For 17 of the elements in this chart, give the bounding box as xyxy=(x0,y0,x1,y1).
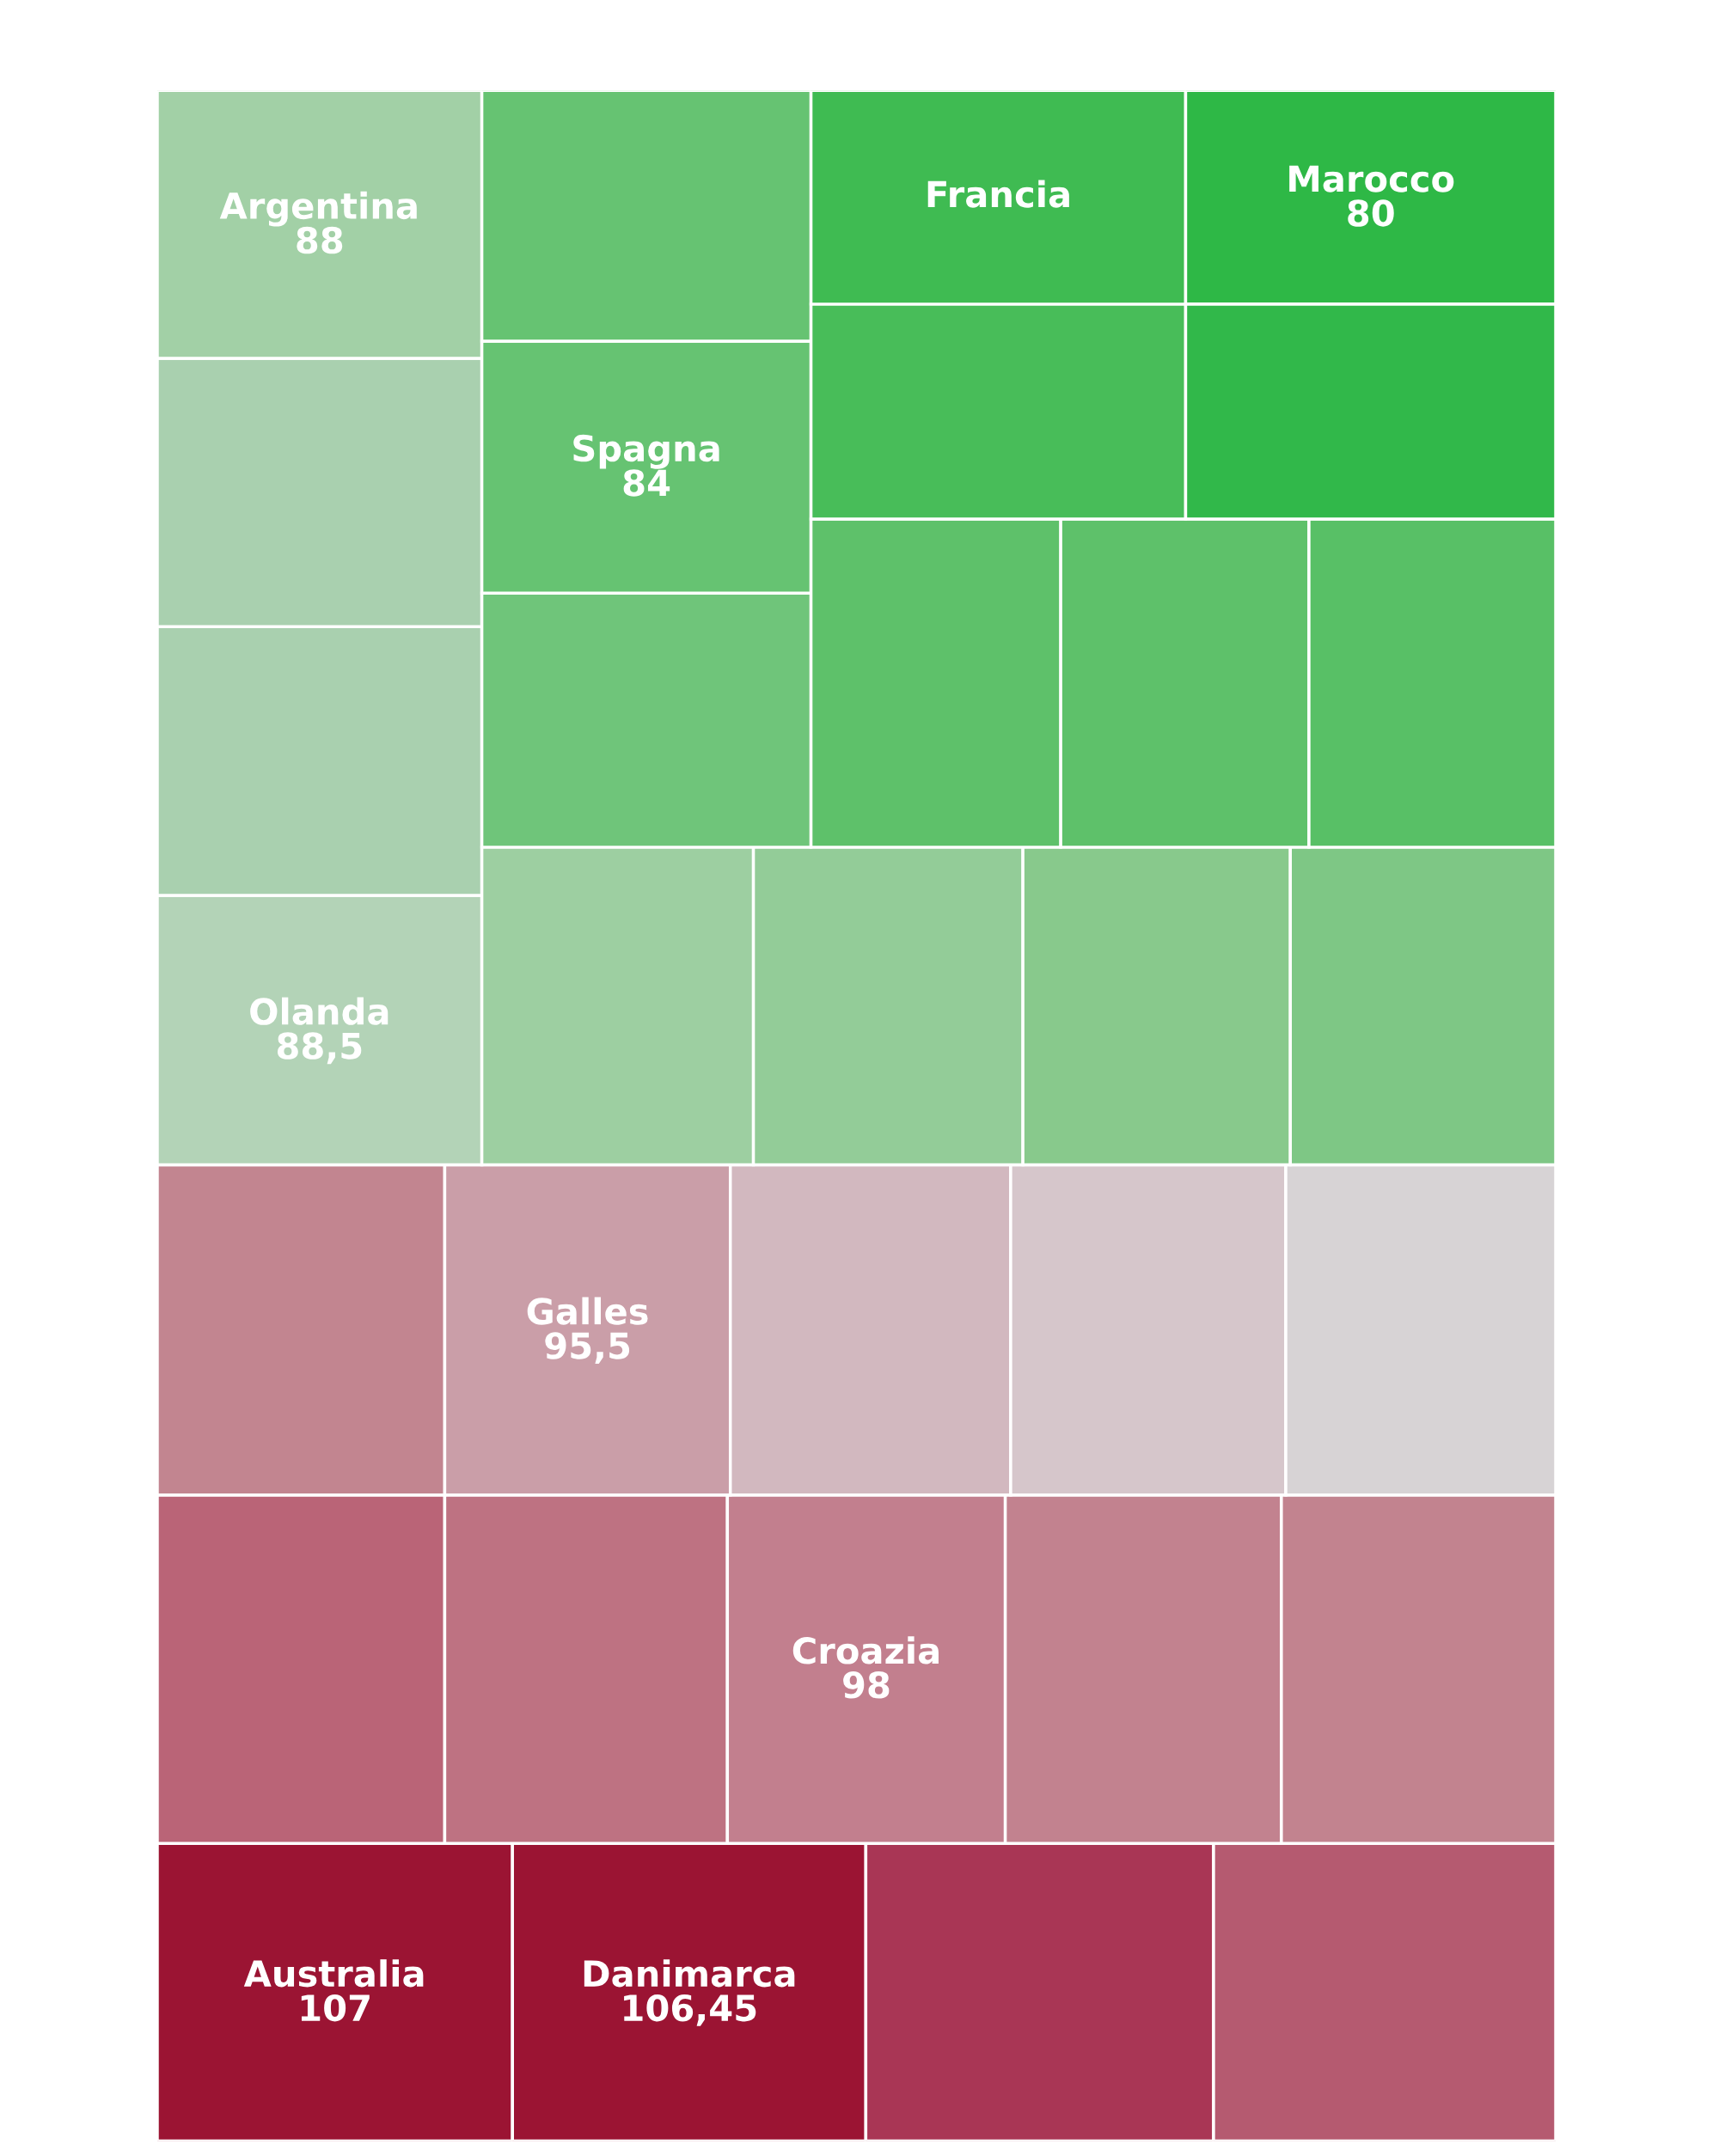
category-label: Marocco xyxy=(1289,165,1454,192)
data-label: 107 xyxy=(301,1994,370,2022)
category-label: Danimarca xyxy=(584,1959,795,1988)
data-label: 80 xyxy=(1348,199,1394,227)
data-label: 106,45 xyxy=(624,1994,756,2026)
category-label: Galles xyxy=(527,1297,648,1325)
data-label: 98 xyxy=(843,1671,890,1699)
category-label: Olanda xyxy=(250,997,388,1025)
data-label: 95,5 xyxy=(545,1332,630,1365)
category-label: Spagna xyxy=(573,434,719,469)
data-label: 84 xyxy=(623,469,670,497)
data-label: 88 xyxy=(297,226,343,254)
data-label: 88,5 xyxy=(277,1032,362,1065)
category-label: Francia xyxy=(927,180,1069,208)
category-label: Australia xyxy=(243,1959,424,1988)
category-label: Croazia xyxy=(792,1636,939,1664)
category-label: Argentina xyxy=(219,191,417,227)
